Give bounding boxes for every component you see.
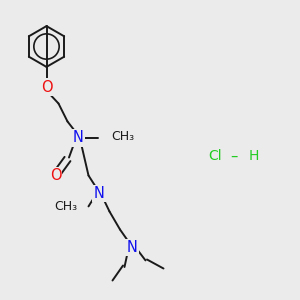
Text: O: O <box>50 168 61 183</box>
Text: CH₃: CH₃ <box>54 200 77 214</box>
Text: N: N <box>73 130 83 146</box>
Text: O: O <box>41 80 52 94</box>
Text: –: – <box>230 148 238 164</box>
Text: H: H <box>249 149 260 163</box>
Text: Cl: Cl <box>208 149 222 163</box>
Text: N: N <box>127 240 137 255</box>
Text: CH₃: CH₃ <box>112 130 135 143</box>
Text: N: N <box>94 186 104 201</box>
